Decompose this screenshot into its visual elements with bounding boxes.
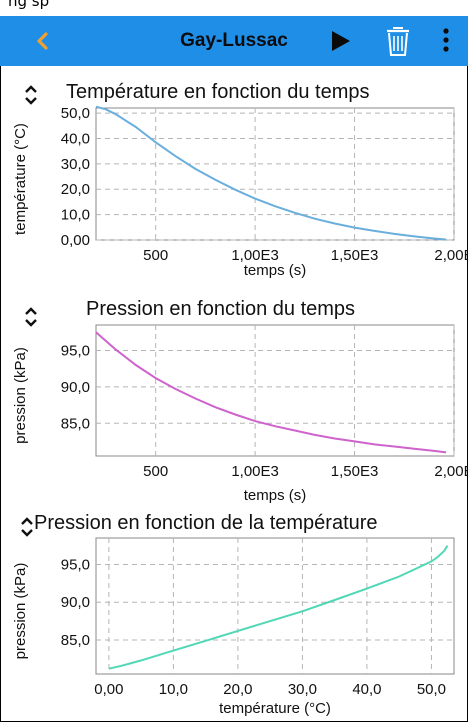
x-tick-label: 2,00E — [434, 463, 468, 480]
y-tick-label: 30,0 — [61, 156, 90, 173]
y-tick-label: 85,0 — [61, 632, 90, 649]
series-line — [108, 545, 449, 670]
trash-icon — [387, 27, 409, 56]
expand-collapse-icon[interactable] — [24, 306, 38, 328]
status-bar-text: ng sp — [8, 0, 50, 10]
x-axis-label: temps (s) — [244, 487, 307, 504]
play-button[interactable] — [326, 27, 354, 55]
y-axis-label: température (°C) — [12, 123, 29, 235]
x-axis-label: température (°C) — [219, 700, 331, 717]
app-bar: Gay-Lussac — [0, 16, 468, 66]
status-bar: ng sp — [0, 0, 468, 16]
chevron-left-icon — [37, 32, 48, 50]
x-tick-label: 500 — [143, 247, 168, 264]
y-tick-label: 90,0 — [61, 594, 90, 611]
x-tick-label: 1,00E3 — [231, 247, 279, 264]
chart-title: Pression en fonction du temps — [86, 298, 356, 320]
y-tick-label: 0,00 — [61, 232, 90, 249]
pressure-time-chart: 500 1,00E3 1,50E3 2,00E 85,0 90,0 95,0 temps (s… — [12, 324, 468, 504]
series-line — [95, 331, 447, 454]
x-tick-label: 30,0 — [288, 681, 317, 698]
x-tick-label: 50,0 — [417, 681, 446, 698]
y-tick-label: 40,0 — [61, 130, 90, 147]
y-axis-label: pression (kPa) — [12, 347, 29, 444]
y-axis-label: pression (kPa) — [12, 563, 29, 660]
y-tick-label: 10,0 — [61, 207, 90, 224]
y-tick-label: 95,0 — [61, 556, 90, 573]
x-tick-label: 0,00 — [94, 681, 123, 698]
x-tick-label: 1,00E3 — [231, 463, 279, 480]
expand-collapse-icon[interactable] — [20, 516, 34, 538]
more-vertical-icon — [443, 28, 449, 52]
chart-title: Pression en fonction de la température — [34, 512, 378, 534]
x-tick-label: 500 — [143, 463, 168, 480]
chart-title: Température en fonction du temps — [66, 81, 370, 103]
delete-button[interactable] — [384, 24, 412, 58]
back-button[interactable] — [28, 26, 58, 56]
y-tick-label: 95,0 — [61, 342, 90, 359]
y-tick-label: 50,0 — [61, 105, 90, 122]
x-tick-label: 10,0 — [159, 681, 188, 698]
y-tick-label: 90,0 — [61, 379, 90, 396]
y-tick-label: 20,0 — [61, 181, 90, 198]
x-tick-label: 20,0 — [223, 681, 252, 698]
play-icon — [332, 31, 350, 51]
y-tick-label: 85,0 — [61, 415, 90, 432]
plot-area — [95, 537, 455, 675]
x-tick-label: 40,0 — [352, 681, 381, 698]
x-tick-label: 1,50E3 — [331, 463, 379, 480]
x-axis-label: temps (s) — [244, 262, 307, 279]
x-tick-label: 2,00E — [434, 247, 468, 264]
series-line — [95, 105, 447, 241]
temperature-time-chart: 500 1,00E3 1,50E3 2,00E 0,00 10,0 20,0 30,0 40,0… — [12, 105, 468, 279]
expand-collapse-icon[interactable] — [24, 84, 38, 106]
more-options-button[interactable] — [438, 26, 454, 56]
x-tick-label: 1,50E3 — [331, 247, 379, 264]
page-title: Gay-Lussac — [180, 30, 288, 51]
